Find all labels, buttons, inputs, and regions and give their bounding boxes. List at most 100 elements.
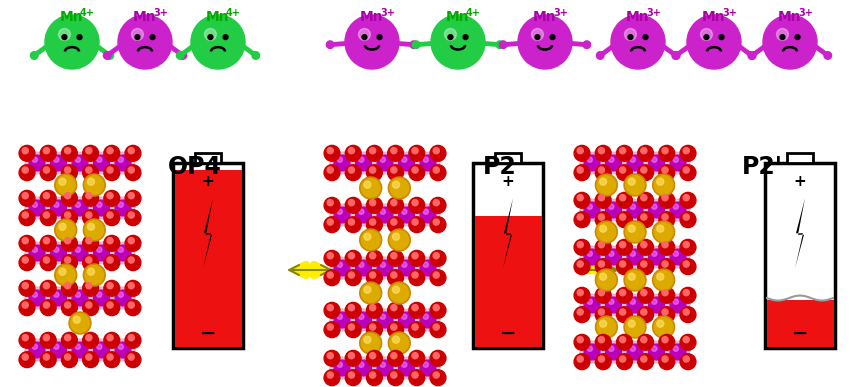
Circle shape [584,344,600,360]
Circle shape [659,165,675,181]
Circle shape [448,35,453,39]
Circle shape [598,289,604,296]
Circle shape [641,356,647,362]
Circle shape [65,283,71,289]
Circle shape [659,192,675,208]
Circle shape [412,219,418,225]
Circle shape [128,283,134,289]
Circle shape [624,269,646,291]
Text: +: + [501,174,514,189]
Circle shape [605,202,622,218]
Circle shape [641,195,647,201]
Circle shape [595,240,611,255]
Circle shape [624,221,646,243]
Circle shape [86,212,92,218]
Circle shape [641,214,647,220]
Circle shape [65,302,71,308]
Circle shape [659,259,675,275]
Circle shape [670,297,686,313]
Circle shape [337,262,342,267]
Circle shape [72,342,88,358]
Circle shape [584,297,600,313]
Circle shape [795,35,800,39]
Circle shape [252,52,260,59]
Circle shape [412,324,418,330]
Circle shape [654,271,673,289]
Circle shape [388,350,404,366]
Circle shape [61,332,77,348]
Circle shape [597,52,604,59]
Circle shape [61,190,77,206]
Circle shape [392,181,399,188]
Circle shape [637,165,654,181]
Bar [494,153,521,163]
Circle shape [630,346,636,351]
Circle shape [125,210,141,226]
Circle shape [392,233,399,240]
Circle shape [65,257,71,263]
Circle shape [32,157,37,162]
Circle shape [683,214,689,220]
Circle shape [391,372,397,378]
Circle shape [43,335,49,341]
Circle shape [704,35,709,39]
Circle shape [41,146,56,161]
Circle shape [583,41,591,48]
Circle shape [366,322,382,337]
Circle shape [409,370,424,385]
Circle shape [104,235,120,251]
Circle shape [391,272,397,278]
Circle shape [104,165,120,181]
Circle shape [118,157,124,162]
Circle shape [574,146,590,161]
Circle shape [346,165,361,181]
Circle shape [132,29,144,40]
Circle shape [107,238,113,244]
Circle shape [380,314,385,319]
Circle shape [651,204,657,209]
Circle shape [23,167,29,173]
Circle shape [577,214,584,220]
Circle shape [50,245,67,261]
Circle shape [673,346,678,351]
Circle shape [370,219,376,225]
Circle shape [346,370,361,385]
Circle shape [680,146,696,161]
Circle shape [41,281,56,296]
Circle shape [748,52,756,59]
Circle shape [619,241,626,248]
Circle shape [430,302,446,318]
Circle shape [324,217,340,233]
Circle shape [595,165,611,181]
Circle shape [587,346,592,351]
Circle shape [346,302,361,318]
Circle shape [656,320,664,327]
Circle shape [617,192,632,208]
Circle shape [659,288,675,303]
Text: Mn: Mn [702,10,726,24]
Circle shape [29,245,45,261]
Circle shape [366,250,382,266]
Circle shape [43,283,49,289]
Circle shape [69,312,91,334]
Circle shape [128,167,134,173]
Polygon shape [203,198,213,269]
Bar [475,216,541,346]
Circle shape [595,288,611,303]
Circle shape [577,167,584,173]
Circle shape [627,202,643,218]
Circle shape [61,281,77,296]
Circle shape [670,155,686,171]
Circle shape [72,200,88,216]
Circle shape [463,35,468,39]
Circle shape [104,332,120,348]
Circle shape [587,299,592,304]
Circle shape [359,29,371,40]
Circle shape [61,300,77,316]
Circle shape [86,283,92,289]
Circle shape [673,299,678,304]
Polygon shape [574,294,696,316]
Bar [766,300,833,346]
Circle shape [433,219,439,225]
Text: Mn: Mn [206,10,229,24]
